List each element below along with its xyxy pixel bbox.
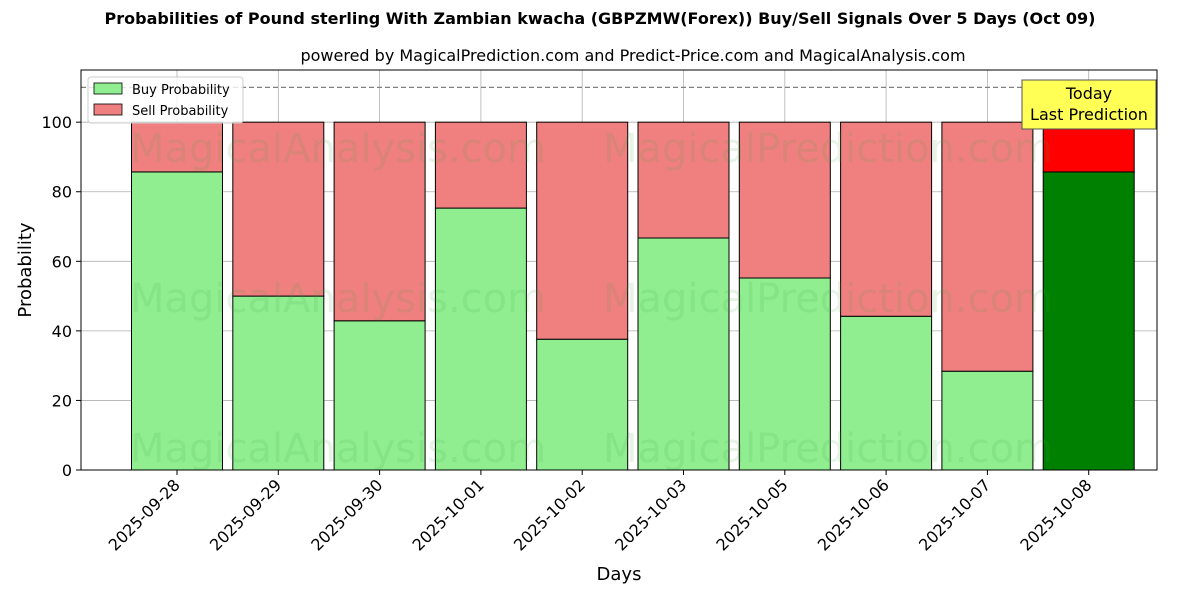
watermark-text: MagicalAnalysis.com — [130, 126, 546, 172]
today-annotation: Today Last Prediction — [1021, 79, 1157, 130]
watermark-text: MagicalPrediction.com — [603, 426, 1053, 472]
bars — [131, 121, 1135, 471]
bar-buy-2025-09-29 — [232, 295, 325, 471]
chart-subtitle: powered by MagicalPrediction.com and Pre… — [300, 46, 966, 65]
watermark-text: MagicalAnalysis.com — [130, 276, 546, 322]
today-annotation-line1: Today — [1065, 84, 1112, 103]
y-tick-label: 20 — [52, 391, 72, 410]
x-tick-label: 2025-10-03 — [611, 475, 690, 554]
y-axis: 0 20 40 60 80 100 — [41, 113, 81, 480]
x-tick-label: 2025-10-02 — [510, 475, 589, 554]
x-axis-title: Days — [597, 564, 642, 585]
bar-buy-2025-10-07 — [941, 370, 1034, 471]
bar-buy-2025-10-06 — [840, 315, 933, 471]
x-tick-label: 2025-10-06 — [814, 475, 893, 554]
bar-buy-2025-10-03 — [637, 237, 730, 471]
y-tick-label: 80 — [52, 183, 72, 202]
bar-sell-2025-09-30 — [333, 121, 426, 322]
bar-sell-2025-10-02 — [536, 121, 629, 340]
bar-sell-2025-10-01 — [434, 121, 527, 209]
bar-buy-2025-10-01 — [434, 207, 527, 471]
y-tick-label: 40 — [52, 322, 72, 341]
x-tick-label: 2025-09-29 — [206, 475, 285, 554]
x-axis: 2025-09-28 2025-09-29 2025-09-30 2025-10-01… — [105, 470, 1096, 555]
watermark-text: MagicalAnalysis.com — [130, 426, 546, 472]
legend: Buy Probability Sell Probability — [87, 76, 244, 124]
bar-sell-2025-10-06 — [840, 121, 933, 317]
x-tick-label: 2025-10-01 — [409, 475, 488, 554]
bar-buy-2025-10-05 — [738, 277, 831, 471]
bar-sell-2025-10-07 — [941, 121, 1034, 372]
watermark-text: MagicalPrediction.com — [603, 276, 1053, 322]
bar-buy-2025-10-02 — [536, 338, 629, 471]
legend-box — [87, 76, 244, 124]
y-tick-label: 60 — [52, 252, 72, 271]
legend-label-sell: Sell Probability — [132, 104, 229, 119]
legend-swatch-sell — [93, 103, 123, 116]
bar-sell-2025-10-08 — [1042, 121, 1135, 173]
plot-area — [80, 69, 1158, 471]
watermark-text: MagicalPrediction.com — [603, 126, 1053, 172]
legend-label-buy: Buy Probability — [132, 83, 230, 98]
watermarks: MagicalAnalysis.com MagicalPrediction.com… — [130, 126, 1053, 472]
chart-title: Probabilities of Pound sterling With Zam… — [104, 9, 1096, 28]
bar-sell-2025-09-29 — [232, 121, 325, 297]
legend-swatch-buy — [93, 82, 123, 95]
bar-buy-2025-10-08 — [1042, 171, 1135, 471]
x-tick-label: 2025-09-28 — [105, 475, 184, 554]
bar-sell-2025-10-03 — [637, 121, 730, 239]
today-annotation-line2: Last Prediction — [1030, 105, 1148, 124]
x-tick-label: 2025-10-05 — [712, 475, 791, 554]
y-axis-title: Probability — [15, 222, 36, 317]
bar-buy-2025-09-28 — [131, 171, 223, 471]
y-tick-label: 100 — [41, 113, 72, 132]
bar-sell-2025-10-05 — [738, 121, 831, 279]
x-tick-label: 2025-10-08 — [1016, 475, 1095, 554]
y-tick-label: 0 — [62, 461, 72, 480]
x-tick-label: 2025-09-30 — [307, 475, 386, 554]
x-tick-label: 2025-10-07 — [915, 475, 994, 554]
today-annotation-box — [1021, 79, 1157, 130]
bar-buy-2025-09-30 — [333, 320, 426, 471]
bar-sell-2025-09-28 — [131, 121, 223, 173]
